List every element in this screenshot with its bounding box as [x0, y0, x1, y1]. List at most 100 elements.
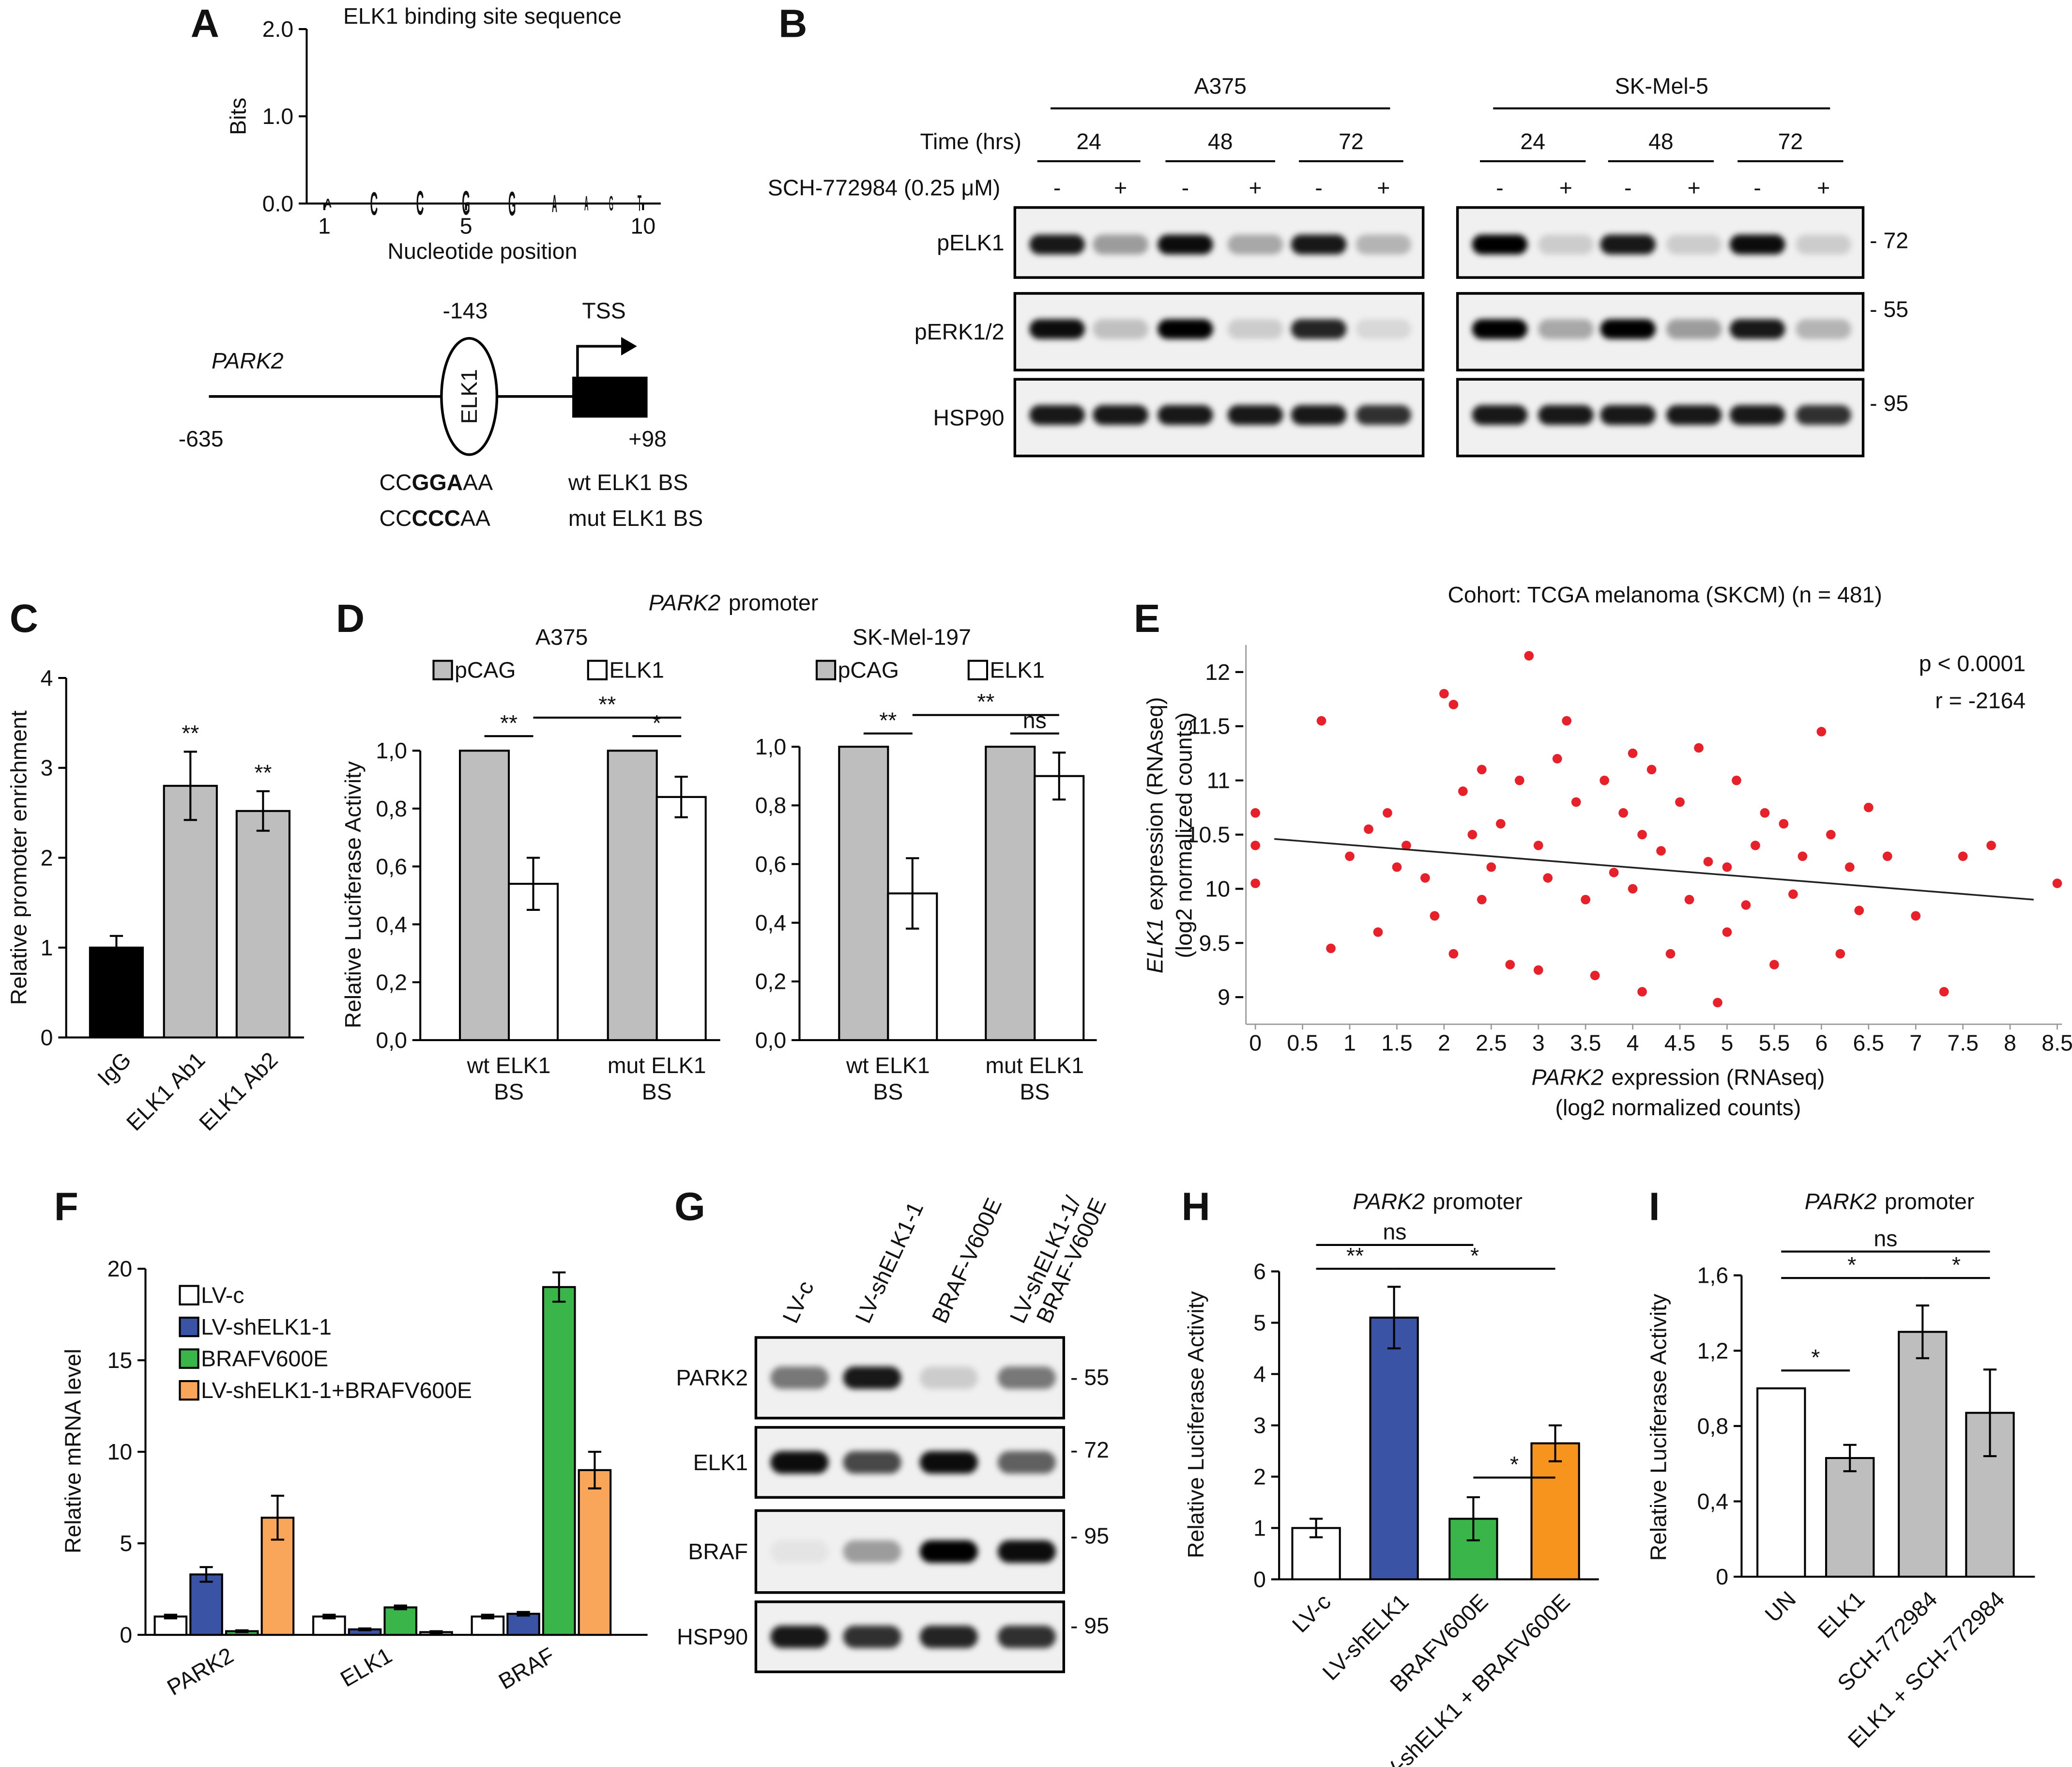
legend-swatch: [815, 660, 837, 680]
size-marker: - 95: [1070, 1523, 1109, 1548]
error-bar: [1309, 1518, 1323, 1538]
error-bar: [429, 1630, 443, 1634]
panel-label: G: [674, 1184, 705, 1229]
point: [1326, 943, 1336, 953]
panel-label: A: [191, 2, 219, 46]
bar: [838, 745, 889, 1041]
title-text: expression (RNAseq): [1143, 697, 1168, 911]
x-axis-subtitle: (log2 normalized counts): [1555, 1095, 1801, 1120]
error-bar: [199, 1566, 213, 1583]
point: [1741, 900, 1751, 910]
band: [1796, 319, 1851, 339]
error-bar: [1983, 1368, 1997, 1458]
legend-swatch: [432, 660, 453, 680]
legend-swatch: [179, 1348, 199, 1369]
bar: [506, 1613, 540, 1636]
gene-name: PARK2: [649, 590, 721, 615]
size-marker: - 55: [1870, 297, 1908, 322]
size-marker: - 72: [1070, 1437, 1109, 1462]
error-bar: [1916, 1304, 1929, 1359]
bar: [607, 750, 658, 1041]
panel-label: E: [1134, 597, 1160, 641]
point: [1863, 802, 1874, 813]
error-bar: [322, 1613, 336, 1620]
significance: ns: [1874, 1226, 1897, 1251]
bar: [235, 810, 291, 1039]
gene-name: PARK2: [212, 348, 284, 373]
band: [1093, 234, 1148, 255]
point: [1637, 987, 1647, 997]
sequence-part: CC: [380, 506, 412, 531]
band: [1729, 405, 1785, 425]
logo-letter: C: [416, 184, 424, 222]
y-axis-title: Relative promoter enrichment: [6, 710, 31, 1005]
x-tick-label: 1: [318, 214, 331, 239]
x-tick-label: 5: [1721, 1030, 1734, 1055]
error-bar: [394, 1604, 407, 1611]
band: [1600, 234, 1656, 255]
y-tick-label: 0,4: [755, 910, 786, 936]
point: [1769, 960, 1779, 969]
y-tick-label: 3: [1253, 1413, 1266, 1438]
chart-title: ELK1 binding site sequence: [343, 3, 622, 29]
band: [1729, 319, 1785, 339]
treatment-sign: +: [1114, 175, 1127, 200]
point: [1600, 775, 1609, 785]
y-tick-label: 1: [41, 935, 53, 960]
y-axis-title: Relative Luciferase Activity: [1645, 1293, 1671, 1561]
logo-letter: C: [370, 185, 378, 222]
band: [843, 1451, 901, 1474]
x-tick-label: 4.5: [1664, 1030, 1695, 1055]
point: [1552, 754, 1562, 764]
band: [843, 1625, 901, 1648]
x-tick-label: mut ELK1: [608, 1053, 706, 1078]
band: [1029, 319, 1085, 339]
point: [1477, 765, 1487, 775]
band: [1158, 319, 1213, 339]
point: [1316, 716, 1326, 726]
title-text: promoter: [729, 590, 819, 615]
significance: *: [653, 710, 661, 736]
point: [1637, 830, 1647, 840]
band: [997, 1625, 1056, 1648]
error-bar: [1466, 1496, 1480, 1541]
chart-title: PARK2 promoter: [1805, 1189, 1975, 1214]
bar: [383, 1606, 418, 1636]
point: [1448, 949, 1459, 959]
point: [1939, 987, 1949, 997]
row-label: ELK1: [693, 1450, 748, 1475]
panel-label: B: [778, 2, 807, 46]
western-blot-g: LV-c LV-shELK1-1BRAF-V600ELV-shELK1-1/BRA…: [676, 1192, 1111, 1674]
y-tick-label: 0,8: [376, 796, 407, 821]
significance: **: [1346, 1243, 1364, 1268]
treatment-sign: -: [1315, 175, 1322, 200]
x-tick-label: 8.5: [2042, 1030, 2072, 1055]
band: [1093, 405, 1148, 425]
band: [1729, 234, 1785, 255]
bar: [312, 1615, 346, 1636]
end-position: +98: [628, 426, 667, 451]
time-point: 72: [1778, 129, 1803, 154]
point: [1882, 851, 1892, 861]
band: [1796, 234, 1851, 255]
treatment-sign: +: [1559, 175, 1572, 200]
site-position: -143: [443, 298, 488, 323]
x-tick-label: 2.5: [1476, 1030, 1507, 1055]
point: [1250, 808, 1260, 818]
bar: [1756, 1387, 1806, 1578]
chart-title: PARK2 promoter: [1353, 1189, 1523, 1214]
legend-label: LV-shELK1-1: [201, 1314, 332, 1339]
logo-letter: A: [324, 197, 332, 211]
gene-name: PARK2: [1353, 1189, 1425, 1214]
point: [1448, 700, 1459, 709]
y-tick-label: 10: [107, 1439, 133, 1464]
sequence-part: CCC: [412, 506, 460, 531]
time-point: 48: [1208, 129, 1233, 154]
gene-name: PARK2: [1532, 1064, 1604, 1090]
treatment-sign: -: [1182, 175, 1189, 200]
significance: *: [1952, 1252, 1961, 1277]
point: [1439, 689, 1449, 699]
y-axis-subtitle: (log2 normalized counts): [1172, 712, 1197, 958]
panel-label: H: [1182, 1184, 1210, 1229]
bar: [1369, 1316, 1419, 1581]
